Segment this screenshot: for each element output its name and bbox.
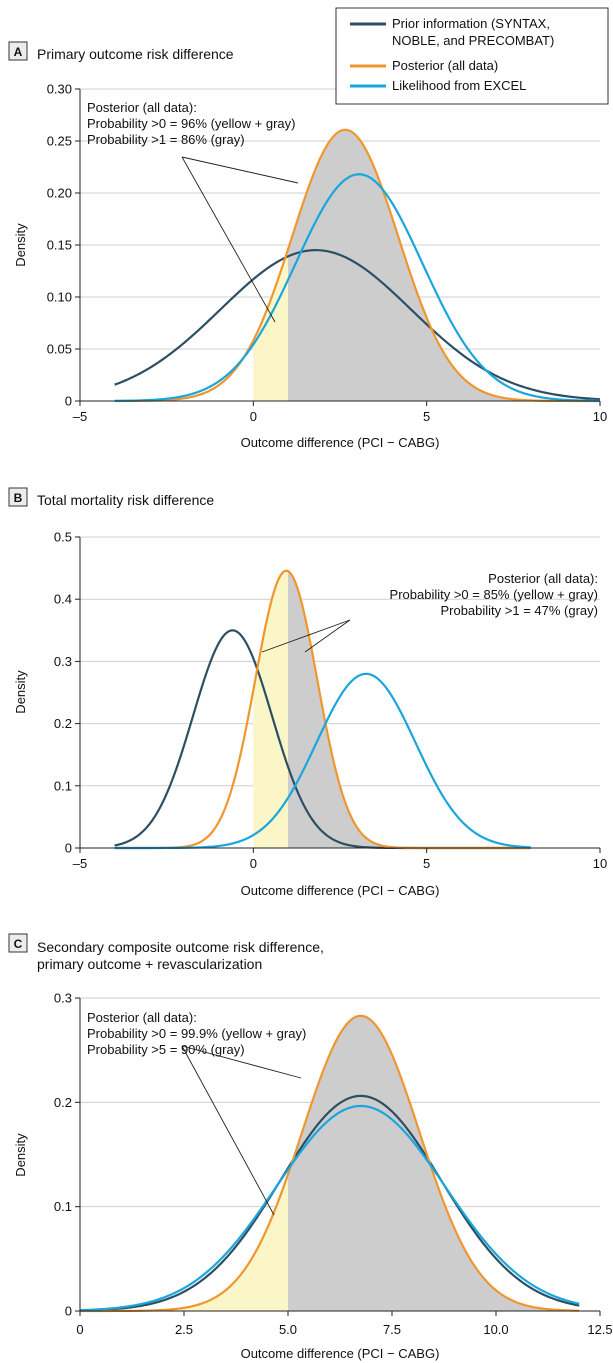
y-axis-label: Density [13,670,28,714]
y-tick-label: 0.2 [54,716,72,731]
legend-label: Posterior (all data) [392,58,498,73]
x-tick-label: 12.5 [587,1322,612,1337]
panel-title: Total mortality risk difference [37,492,214,508]
y-tick-label: 0.05 [47,342,72,357]
y-tick-label: 0.1 [54,1199,72,1214]
x-axis-label: Outcome difference (PCI − CABG) [241,883,440,898]
panel-title: primary outcome + revascularization [37,956,262,972]
x-tick-label: 5 [423,856,430,871]
x-tick-label: 0 [76,1322,83,1337]
y-axis-label: Density [13,1133,28,1177]
annotation-leader-line [181,1045,275,1216]
x-tick-label: 5.0 [279,1322,297,1337]
y-tick-label: 0.15 [47,238,72,253]
annotation-text: Probability >0 = 96% (yellow + gray) [87,116,295,131]
panel-letter-box [8,933,28,953]
annotation-text: Probability >5 = 90% (gray) [87,1042,245,1057]
legend-label: Likelihood from EXCEL [392,78,526,93]
panel-letter: B [14,491,23,505]
annotation-text: Posterior (all data): [87,1010,197,1025]
panel-b: B Total mortality risk difference 0 0.1 0.2 0… [8,487,607,898]
gray-shaded-area [288,1015,600,1311]
annotation-leader-line [181,156,299,184]
posterior-curve [114,128,600,403]
y-tick-label: 0 [65,394,72,409]
likelihood-curve [79,1104,580,1312]
annotation-leader-line [261,619,351,653]
x-tick-label: 10 [593,856,607,871]
annotation-leader-line [181,1045,302,1079]
prior-curve [114,249,601,401]
yellow-shaded-area [253,249,288,401]
panel-title: Secondary composite outcome risk differe… [37,939,324,955]
y-tick-label: 0.2 [54,1095,72,1110]
legend-label: Prior information (SYNTAX, [392,16,550,31]
annotation-text: Probability >1 = 86% (gray) [87,132,245,147]
legend-label: NOBLE, and PRECOMBAT) [392,33,554,48]
y-tick-label: 0.3 [54,654,72,669]
x-tick-label: 10.0 [483,1322,508,1337]
x-tick-label: 7.5 [383,1322,401,1337]
x-axis-label: Outcome difference (PCI − CABG) [241,1346,440,1361]
panel-c: C Secondary composite outcome risk differ… [8,933,613,1361]
y-tick-label: 0.20 [47,186,72,201]
panel-a: A Primary outcome risk difference 0 0.05 0.1… [8,41,607,450]
x-tick-label: 0 [250,409,257,424]
annotation-text: Posterior (all data): [488,571,598,586]
x-tick-label: –5 [73,856,87,871]
y-tick-label: 0.10 [47,290,72,305]
legend: Prior information (SYNTAX, NOBLE, and PRE… [335,7,609,105]
y-tick-label: 0.5 [54,530,72,545]
x-tick-label: 10 [593,409,607,424]
y-tick-label: 0.4 [54,592,72,607]
annotation-text: Posterior (all data): [87,100,197,115]
gray-shaded-area [288,129,600,401]
annotation-leader-line [181,156,276,323]
y-tick-label: 0.3 [54,991,72,1006]
x-tick-label: 0 [250,856,257,871]
panel-letter: C [14,937,23,951]
x-tick-label: 5 [423,409,430,424]
posterior-curve [80,1014,580,1313]
prior-curve [79,1094,580,1312]
annotation-leader-line [304,619,351,653]
annotation-text: Probability >0 = 85% (yellow + gray) [390,587,598,602]
panel-letter-box [8,487,28,507]
annotation-text: Probability >1 = 47% (gray) [440,603,598,618]
x-axis-label: Outcome difference (PCI − CABG) [241,435,440,450]
annotation-text: Probability >0 = 99.9% (yellow + gray) [87,1026,306,1041]
panel-title: Primary outcome risk difference [37,46,234,62]
y-tick-label: 0.25 [47,134,72,149]
likelihood-curve [114,173,601,402]
y-tick-label: 0 [65,1304,72,1319]
y-tick-label: 0 [65,841,72,856]
y-tick-label: 0.30 [47,82,72,97]
y-tick-label: 0.1 [54,778,72,793]
panel-letter: A [14,45,23,59]
panel-letter-box [8,41,28,61]
yellow-shaded-area [80,1174,288,1311]
x-tick-label: –5 [73,409,87,424]
gray-shaded-area [288,571,600,848]
x-tick-label: 2.5 [175,1322,193,1337]
y-axis-label: Density [13,223,28,267]
